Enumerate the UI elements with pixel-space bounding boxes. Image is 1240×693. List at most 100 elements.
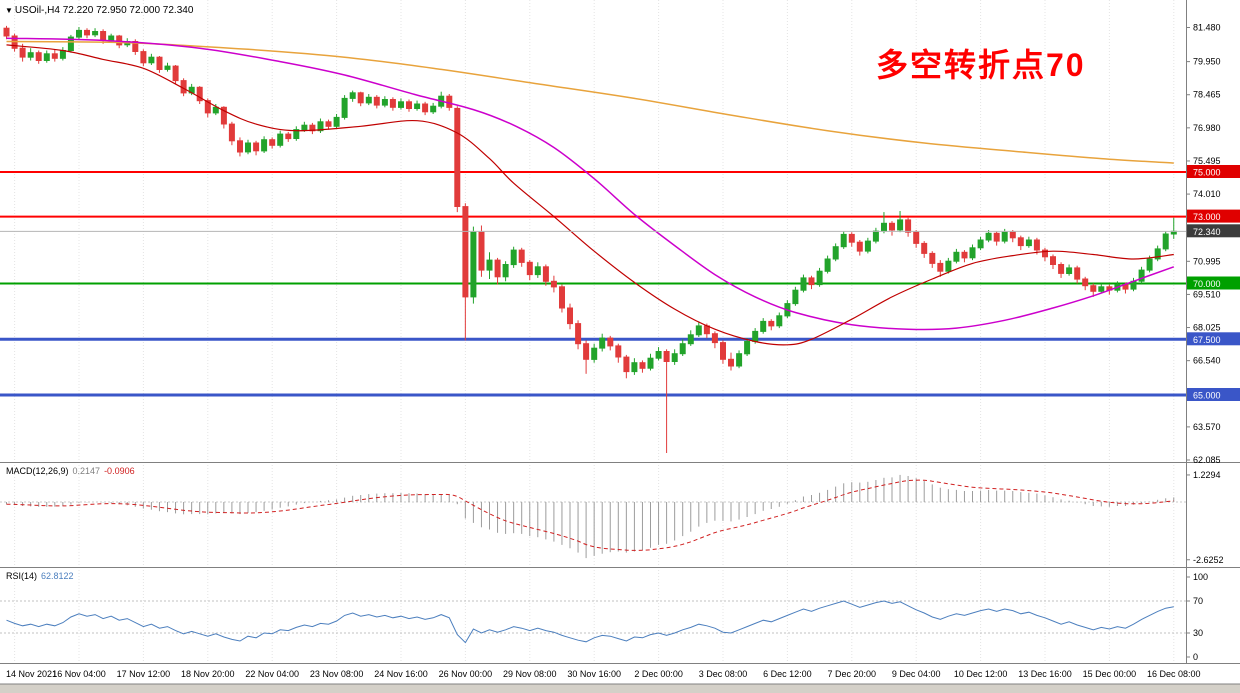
candle-body — [430, 105, 437, 113]
price-tick-label: 75.495 — [1193, 156, 1221, 166]
candle-body — [736, 353, 743, 367]
price-tick-label: 76.980 — [1193, 123, 1221, 133]
candle-body — [953, 251, 960, 262]
candle-body — [969, 247, 976, 259]
candle-body — [365, 96, 372, 104]
price-badge-label: 72.340 — [1193, 227, 1221, 237]
price-tick-label: 79.950 — [1193, 57, 1221, 67]
chart-expand-triangle-icon[interactable]: ▼ — [5, 6, 13, 15]
candle-body — [406, 101, 412, 110]
ma-slow-orange — [6, 40, 1174, 164]
candle-body — [398, 101, 404, 108]
candle-body — [655, 351, 662, 359]
candle-body — [1138, 269, 1145, 282]
macd-main-value: 0.2147 — [72, 466, 101, 476]
candle-body — [92, 31, 99, 36]
ma-mid-magenta — [6, 37, 1175, 331]
candle-body — [1082, 278, 1089, 287]
candle-body — [752, 330, 759, 342]
candle-body — [59, 50, 66, 59]
candle-body — [993, 232, 1000, 242]
price-tick-label: 69.510 — [1193, 289, 1221, 299]
time-axis-label: 16 Nov 04:00 — [52, 669, 106, 679]
bottom-strip-layer — [0, 683, 1240, 693]
candle-body — [27, 52, 34, 58]
time-axis-label: 7 Dec 20:00 — [828, 669, 877, 679]
time-axis-label: 13 Dec 16:00 — [1018, 669, 1072, 679]
macd-indicator-label: MACD(12,26,9) 0.2147 -0.0906 — [6, 466, 139, 476]
time-axis-label: 6 Dec 12:00 — [763, 669, 812, 679]
price-badge — [1187, 388, 1240, 401]
candle-body — [889, 222, 895, 231]
candle-body — [929, 252, 936, 264]
candle-body — [639, 362, 646, 369]
candle-body — [647, 357, 654, 369]
candle-body — [389, 99, 396, 108]
candles-layer — [3, 25, 1177, 453]
rsi-value: 62.8122 — [41, 571, 74, 581]
candle-body — [204, 100, 211, 114]
candle-body — [1090, 285, 1097, 292]
candle-body — [623, 356, 630, 373]
price-axis-layer: 81.480 79.950 78.465 76.980 75.495 74.010 70.9… — [1186, 23, 1221, 465]
candle-body — [864, 240, 871, 252]
candle-body — [1042, 249, 1048, 258]
candle-body — [961, 251, 968, 259]
candle-body — [937, 262, 944, 272]
candle-body — [518, 249, 525, 263]
price-tick-label: 81.480 — [1193, 23, 1221, 33]
price-tick-label: 63.570 — [1193, 422, 1221, 432]
candle-body — [116, 35, 123, 46]
rsi-axis-label: 70 — [1193, 596, 1203, 606]
candle-body — [140, 51, 147, 64]
macd-signal-value: -0.0906 — [104, 466, 135, 476]
level-lines-layer — [0, 171, 1186, 397]
time-axis-label: 3 Dec 08:00 — [699, 669, 748, 679]
candle-body — [534, 266, 541, 276]
candle-body — [1001, 231, 1008, 242]
price-badges-layer: 75.000 73.000 72.340 70.000 67.500 65.000 — [1187, 165, 1240, 401]
candle-body — [19, 47, 26, 58]
candle-body — [792, 289, 799, 305]
candle-body — [913, 231, 920, 244]
chart-annotation-text: 多空转折点70 — [876, 47, 1086, 83]
price-badge — [1187, 224, 1240, 238]
candle-body — [148, 56, 155, 64]
bottom-scroll-strip — [0, 684, 1240, 693]
candle-body — [1017, 237, 1024, 247]
candle-body — [1162, 233, 1169, 250]
macd-layer — [0, 474, 1186, 559]
candle-body — [357, 92, 364, 104]
candle-body — [905, 219, 912, 233]
candle-body — [108, 35, 115, 41]
candle-body — [76, 29, 82, 38]
candle-body — [1074, 267, 1081, 280]
time-axis-label: 22 Nov 04:00 — [245, 669, 299, 679]
candle-body — [760, 320, 767, 332]
price-badge-label: 65.000 — [1193, 391, 1221, 401]
candle-body — [381, 99, 388, 106]
candle-body — [51, 53, 58, 59]
candle-body — [349, 92, 356, 99]
time-axis-label: 2 Dec 00:00 — [634, 669, 683, 679]
candle-body — [985, 232, 992, 241]
candle-body — [180, 80, 187, 94]
candle-body — [414, 103, 421, 109]
price-badge-label: 75.000 — [1193, 168, 1221, 178]
rsi-axis-label: 0 — [1193, 652, 1198, 662]
candle-body — [84, 29, 90, 36]
price-tick-label: 62.085 — [1193, 455, 1221, 465]
candle-body — [253, 142, 260, 152]
symbol-ohlc-text: USOil-,H4 72.220 72.950 72.000 72.340 — [14, 5, 194, 16]
candle-body — [1066, 267, 1073, 274]
candle-body — [317, 121, 324, 132]
candle-body — [212, 106, 219, 114]
candle-body — [228, 123, 235, 142]
price-tick-label: 70.995 — [1193, 256, 1221, 266]
price-tick-label: 78.465 — [1193, 90, 1221, 100]
candle-body — [679, 343, 686, 355]
time-axis-label: 18 Nov 20:00 — [181, 669, 235, 679]
